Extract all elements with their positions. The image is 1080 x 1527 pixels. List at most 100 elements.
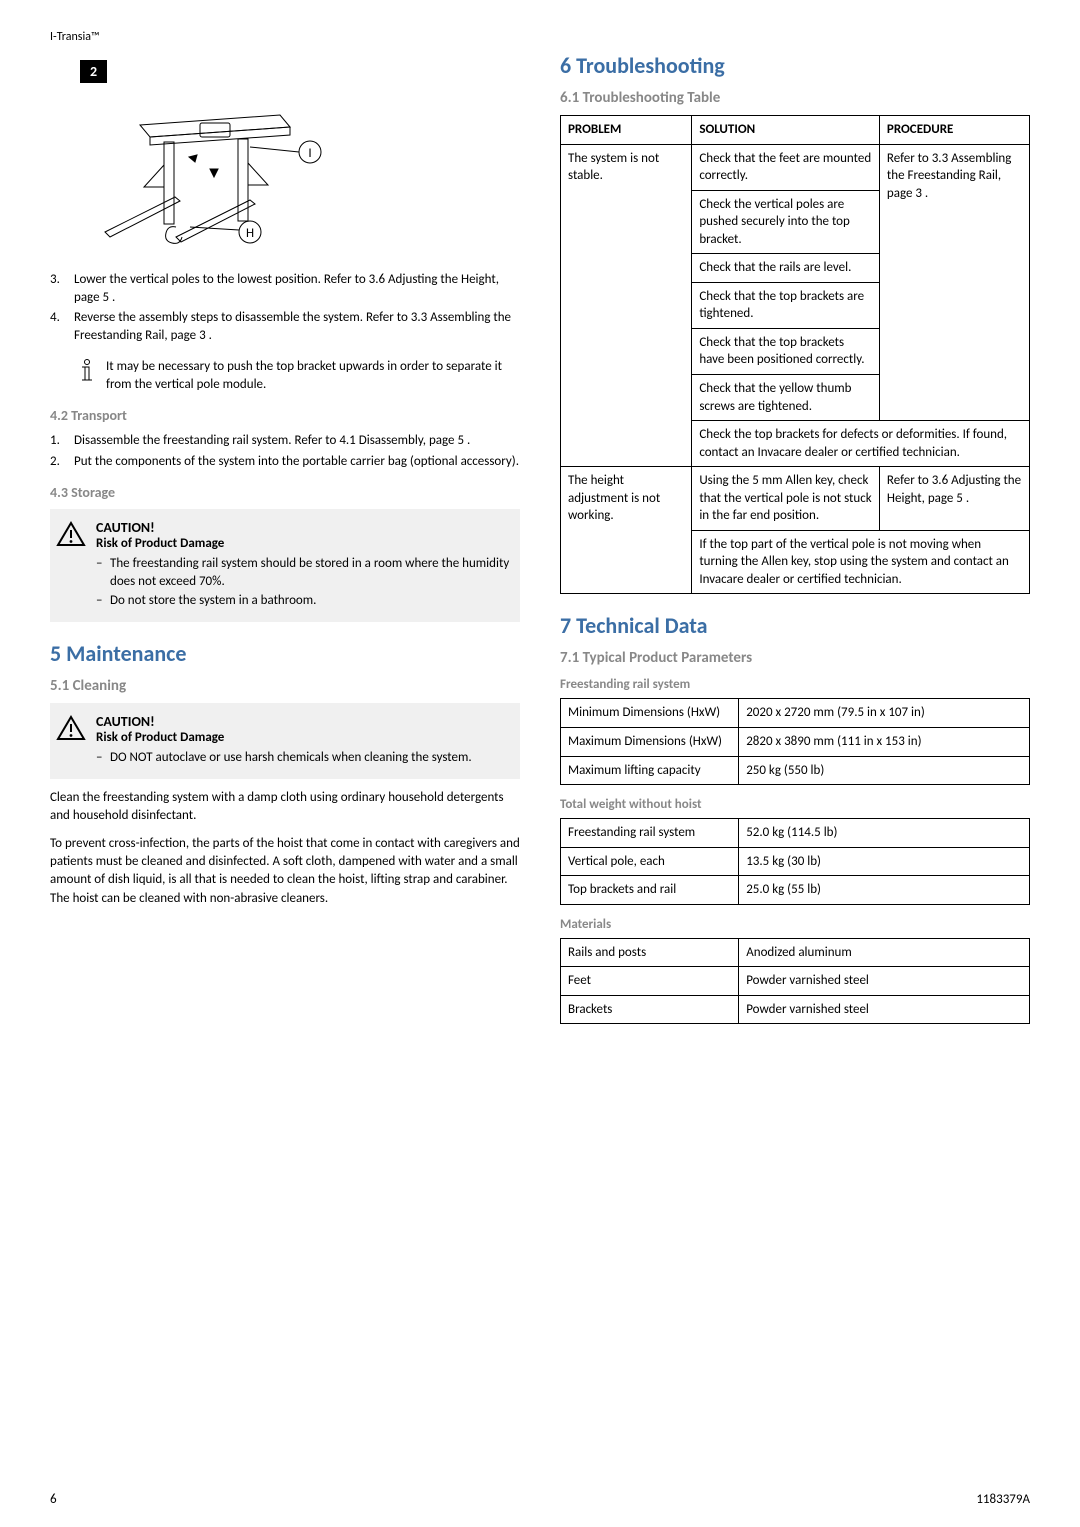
cell-procedure: Refer to 3.6 Adjusting the Height, page … <box>879 467 1029 531</box>
step-number: 2. <box>50 453 74 471</box>
cell-procedure: Refer to 3.3 Assembling the Freestanding… <box>879 144 1029 421</box>
figure-number-badge: 2 <box>80 60 107 83</box>
instruction-item: 4. Reverse the assembly steps to disasse… <box>50 309 520 344</box>
section-4-2-title: 4.2 Transport <box>50 407 520 424</box>
assembly-diagram: I H <box>80 87 350 257</box>
table-row: FeetPowder varnished steel <box>561 967 1030 996</box>
caution-title: CAUTION! <box>96 519 510 536</box>
cell-solution: Check that the yellow thumb screws are t… <box>692 375 880 421</box>
troubleshooting-table: PROBLEM SOLUTION PROCEDURE The system is… <box>560 115 1030 594</box>
cell: Anodized aluminum <box>739 938 1030 967</box>
section-6-title: 6 Troubleshooting <box>560 52 1030 79</box>
step-text: Lower the vertical poles to the lowest p… <box>74 271 520 306</box>
cell: 2820 x 3890 mm (111 in x 153 in) <box>739 728 1030 757</box>
cell: 2020 x 2720 mm (79.5 in x 107 in) <box>739 699 1030 728</box>
section-6-1-title: 6.1 Troubleshooting Table <box>560 89 1030 107</box>
section-5-title: 5 Maintenance <box>50 640 520 667</box>
warning-icon <box>56 521 86 547</box>
caution-cleaning: CAUTION! Risk of Product Damage DO NOT a… <box>50 703 520 779</box>
cell: Vertical pole, each <box>561 847 739 876</box>
table-row: Minimum Dimensions (HxW)2020 x 2720 mm (… <box>561 699 1030 728</box>
table-title-rail: Freestanding rail system <box>560 677 1030 692</box>
table-row: Maximum Dimensions (HxW)2820 x 3890 mm (… <box>561 728 1030 757</box>
cell: Maximum lifting capacity <box>561 756 739 785</box>
caution-body: CAUTION! Risk of Product Damage DO NOT a… <box>96 713 472 769</box>
cell: Minimum Dimensions (HxW) <box>561 699 739 728</box>
cell-problem: The system is not stable. <box>561 144 692 467</box>
step-number: 1. <box>50 432 74 450</box>
cell: Rails and posts <box>561 938 739 967</box>
product-name: I-Transia™ <box>50 30 1030 44</box>
page-footer: 6 1183379A <box>50 1492 1030 1507</box>
cell: Feet <box>561 967 739 996</box>
cell: Maximum Dimensions (HxW) <box>561 728 739 757</box>
section-5-1-title: 5.1 Cleaning <box>50 677 520 695</box>
cell: 25.0 kg (55 lb) <box>739 876 1030 905</box>
section-7-1-title: 7.1 Typical Product Parameters <box>560 649 1030 667</box>
caution-bullet: The freestanding rail system should be s… <box>96 555 510 590</box>
table-row: BracketsPowder varnished steel <box>561 995 1030 1024</box>
info-icon <box>78 358 96 384</box>
caution-subtitle: Risk of Product Damage <box>96 536 510 551</box>
parameters-table: Minimum Dimensions (HxW)2020 x 2720 mm (… <box>560 698 1030 785</box>
th-procedure: PROCEDURE <box>879 116 1029 145</box>
step-text: Disassemble the freestanding rail system… <box>74 432 470 450</box>
caution-bullet: Do not store the system in a bathroom. <box>96 592 510 610</box>
table-row: Vertical pole, each13.5 kg (30 lb) <box>561 847 1030 876</box>
caution-title: CAUTION! <box>96 713 472 730</box>
weight-table: Freestanding rail system52.0 kg (114.5 l… <box>560 818 1030 905</box>
instruction-item: 1. Disassemble the freestanding rail sys… <box>50 432 520 450</box>
materials-table: Rails and postsAnodized aluminum FeetPow… <box>560 938 1030 1025</box>
warning-icon <box>56 715 86 741</box>
cell: 13.5 kg (30 lb) <box>739 847 1030 876</box>
cleaning-para-2: To prevent cross-infection, the parts of… <box>50 835 520 908</box>
table-title-weight: Total weight without hoist <box>560 797 1030 812</box>
instruction-item: 3. Lower the vertical poles to the lowes… <box>50 271 520 306</box>
caution-body: CAUTION! Risk of Product Damage The free… <box>96 519 510 612</box>
cell-solution: Check that the rails are level. <box>692 254 880 283</box>
step-text: Put the components of the system into th… <box>74 453 519 471</box>
transport-list: 1. Disassemble the freestanding rail sys… <box>50 432 520 470</box>
table-row: The height adjustment is not working. Us… <box>561 467 1030 531</box>
cell: Top brackets and rail <box>561 876 739 905</box>
info-text: It may be necessary to push the top brac… <box>106 358 520 393</box>
callout-i: I <box>308 146 311 161</box>
section-7-title: 7 Technical Data <box>560 612 1030 639</box>
cell-solution: Check that the top brackets have been po… <box>692 328 880 374</box>
cell-solution-span: Check the top brackets for defects or de… <box>692 421 1030 467</box>
table-row: The system is not stable. Check that the… <box>561 144 1030 190</box>
cell: Powder varnished steel <box>739 967 1030 996</box>
callout-h: H <box>246 226 254 241</box>
caution-storage: CAUTION! Risk of Product Damage The free… <box>50 509 520 622</box>
cell: 250 kg (550 lb) <box>739 756 1030 785</box>
step-number: 3. <box>50 271 74 306</box>
table-row: Rails and postsAnodized aluminum <box>561 938 1030 967</box>
caution-bullet: DO NOT autoclave or use harsh chemicals … <box>96 749 472 767</box>
cell: Brackets <box>561 995 739 1024</box>
th-solution: SOLUTION <box>692 116 880 145</box>
cell: Powder varnished steel <box>739 995 1030 1024</box>
cell-solution: Check the vertical poles are pushed secu… <box>692 190 880 254</box>
document-id: 1183379A <box>976 1492 1030 1507</box>
right-column: 6 Troubleshooting 6.1 Troubleshooting Ta… <box>560 52 1030 1036</box>
cell: 52.0 kg (114.5 lb) <box>739 819 1030 848</box>
th-problem: PROBLEM <box>561 116 692 145</box>
two-column-layout: 2 <box>50 52 1030 1036</box>
cell-solution: Check that the top brackets are tightene… <box>692 282 880 328</box>
info-note: It may be necessary to push the top brac… <box>78 358 520 393</box>
table-row: Freestanding rail system52.0 kg (114.5 l… <box>561 819 1030 848</box>
step-text: Reverse the assembly steps to disassembl… <box>74 309 520 344</box>
table-row: Maximum lifting capacity250 kg (550 lb) <box>561 756 1030 785</box>
cleaning-para-1: Clean the freestanding system with a dam… <box>50 789 520 825</box>
instruction-list: 3. Lower the vertical poles to the lowes… <box>50 271 520 344</box>
table-row: Top brackets and rail25.0 kg (55 lb) <box>561 876 1030 905</box>
table-header-row: PROBLEM SOLUTION PROCEDURE <box>561 116 1030 145</box>
caution-subtitle: Risk of Product Damage <box>96 730 472 745</box>
section-4-3-title: 4.3 Storage <box>50 484 520 501</box>
instruction-item: 2. Put the components of the system into… <box>50 453 520 471</box>
step-number: 4. <box>50 309 74 344</box>
table-title-materials: Materials <box>560 917 1030 932</box>
cell-solution-span: If the top part of the vertical pole is … <box>692 530 1030 594</box>
left-column: 2 <box>50 52 520 1036</box>
cell: Freestanding rail system <box>561 819 739 848</box>
